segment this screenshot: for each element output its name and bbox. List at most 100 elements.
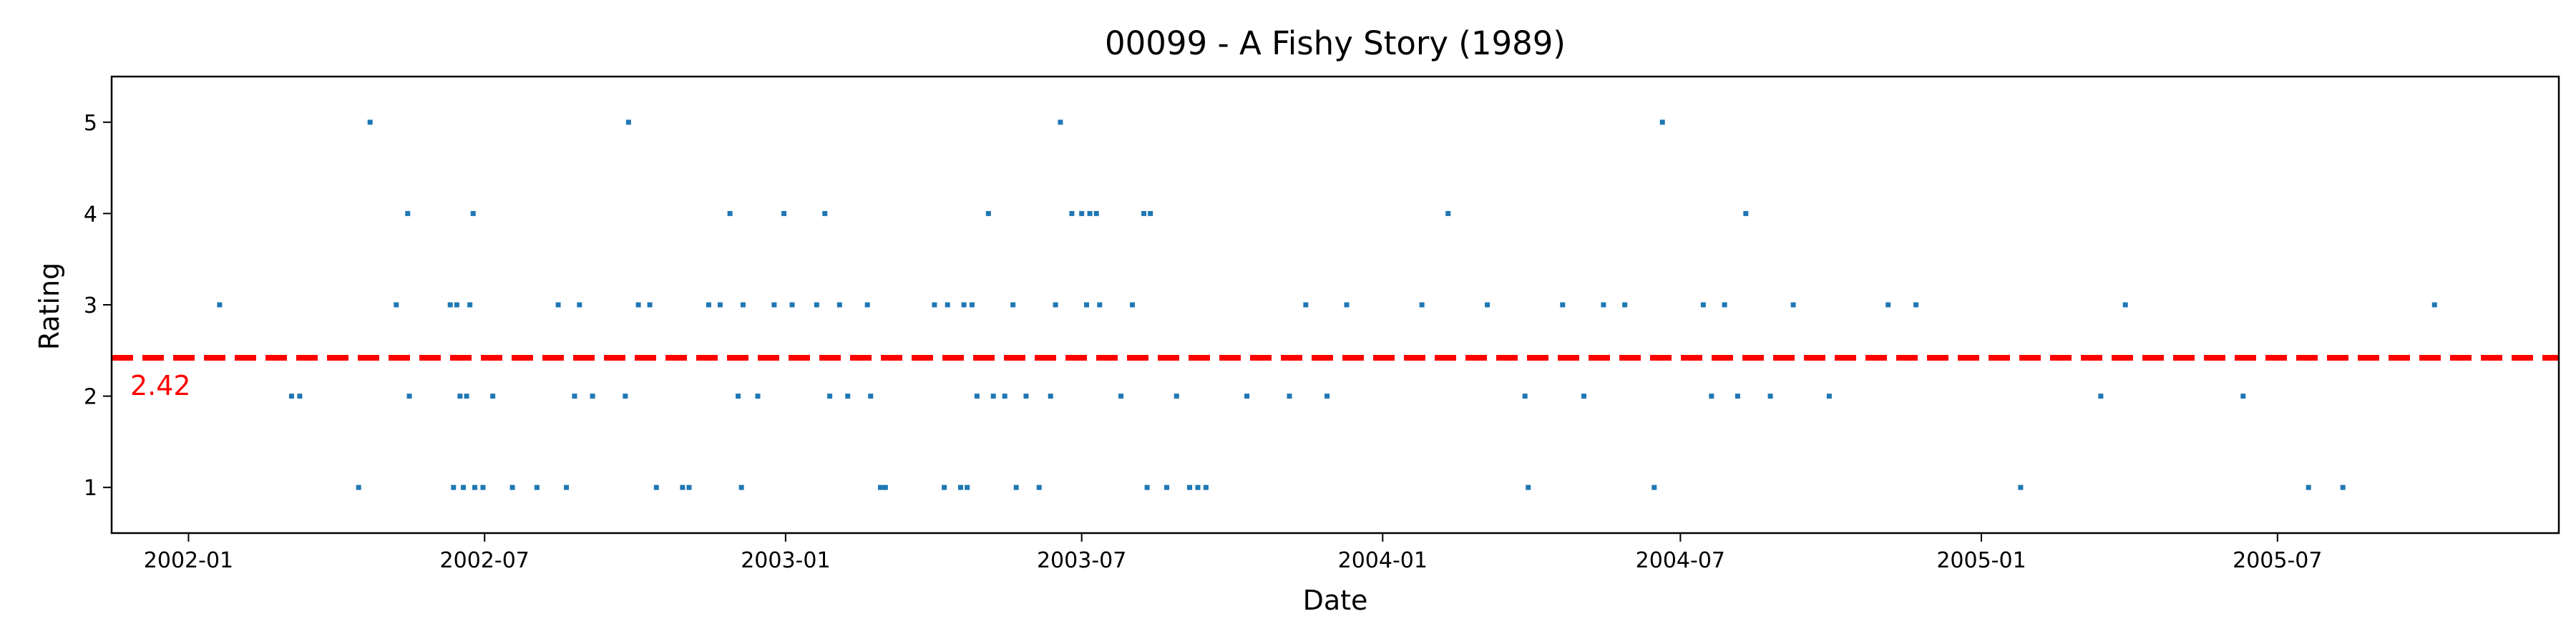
data-point — [945, 302, 950, 308]
data-point — [740, 302, 746, 308]
data-point — [686, 484, 692, 490]
data-point — [447, 302, 453, 308]
data-point — [1144, 484, 1150, 490]
data-point — [1652, 484, 1657, 490]
data-point — [1010, 302, 1016, 308]
data-point — [1913, 302, 1919, 308]
data-point — [509, 484, 515, 490]
data-point — [1053, 302, 1058, 308]
data-point — [845, 394, 851, 399]
data-point — [1097, 302, 1103, 308]
y-tick-label: 2 — [84, 385, 97, 410]
chart-title: 00099 - A Fishy Story (1989) — [1105, 24, 1566, 62]
data-point — [1195, 484, 1201, 490]
data-point — [1244, 394, 1250, 399]
data-point — [367, 119, 373, 125]
x-tick-label: 2003-01 — [741, 548, 830, 573]
data-point — [961, 302, 967, 308]
data-point — [1287, 394, 1292, 399]
data-point — [1344, 302, 1350, 308]
data-point — [974, 394, 980, 399]
data-point — [572, 394, 577, 399]
data-point — [1036, 484, 1042, 490]
data-point — [1130, 302, 1136, 308]
y-tick-label: 3 — [84, 293, 97, 318]
data-point — [647, 302, 653, 308]
mean-label: 2.42 — [130, 370, 191, 401]
y-tick-label: 5 — [84, 111, 97, 136]
x-tick-label: 2005-07 — [2233, 548, 2322, 573]
data-point — [2431, 302, 2437, 308]
data-point — [706, 302, 711, 308]
data-point — [2306, 484, 2311, 490]
data-point — [470, 210, 476, 216]
data-point — [1087, 210, 1093, 216]
data-point — [864, 302, 870, 308]
data-point — [1709, 394, 1714, 399]
data-point — [990, 394, 996, 399]
data-point — [738, 484, 744, 490]
data-point — [457, 394, 463, 399]
data-point — [755, 394, 761, 399]
data-point — [1093, 210, 1099, 216]
data-point — [356, 484, 361, 490]
data-point — [2122, 302, 2128, 308]
data-point — [1141, 210, 1147, 216]
data-point — [480, 484, 486, 490]
data-point — [297, 394, 303, 399]
data-point — [653, 484, 659, 490]
y-tick-label: 1 — [84, 476, 97, 501]
data-point — [727, 210, 733, 216]
data-point — [454, 302, 459, 308]
data-point — [1013, 484, 1019, 490]
data-point — [405, 210, 411, 216]
data-point — [394, 302, 399, 308]
data-point — [942, 484, 947, 490]
data-point — [625, 119, 631, 125]
data-point — [957, 484, 963, 490]
data-point — [555, 302, 561, 308]
y-tick-label: 4 — [84, 202, 97, 227]
data-point — [590, 394, 595, 399]
data-point — [814, 302, 819, 308]
data-point — [965, 484, 970, 490]
data-point — [1790, 302, 1796, 308]
data-point — [406, 394, 412, 399]
y-axis-ticks: 1 2 3 4 5 — [84, 111, 112, 501]
data-point — [789, 302, 795, 308]
data-point — [836, 302, 842, 308]
data-point — [736, 394, 741, 399]
data-point — [985, 210, 991, 216]
data-point — [1885, 302, 1891, 308]
data-point — [1743, 210, 1749, 216]
data-point — [1084, 302, 1090, 308]
x-tick-label: 2003-07 — [1037, 548, 1126, 573]
y-axis-label: Rating — [34, 263, 65, 351]
data-point — [1767, 394, 1773, 399]
data-point — [1148, 210, 1153, 216]
data-point — [217, 302, 223, 308]
x-axis-label: Date — [1303, 585, 1368, 616]
data-point — [2098, 394, 2104, 399]
x-tick-label: 2002-07 — [440, 548, 530, 573]
data-point — [1058, 119, 1063, 125]
data-point — [1303, 302, 1309, 308]
data-point — [1445, 210, 1451, 216]
data-point — [882, 484, 888, 490]
data-point — [534, 484, 540, 490]
plot-area-frame — [110, 75, 2560, 535]
data-points — [217, 119, 2437, 490]
data-point — [1174, 394, 1179, 399]
data-point — [467, 302, 473, 308]
data-point — [577, 302, 582, 308]
x-tick-label: 2004-01 — [1338, 548, 1428, 573]
data-point — [1419, 302, 1425, 308]
data-point — [717, 302, 723, 308]
data-point — [1203, 484, 1209, 490]
data-point — [1659, 119, 1665, 125]
data-point — [490, 394, 496, 399]
data-point — [1324, 394, 1330, 399]
data-point — [461, 484, 467, 490]
data-point — [635, 302, 641, 308]
data-point — [288, 394, 294, 399]
